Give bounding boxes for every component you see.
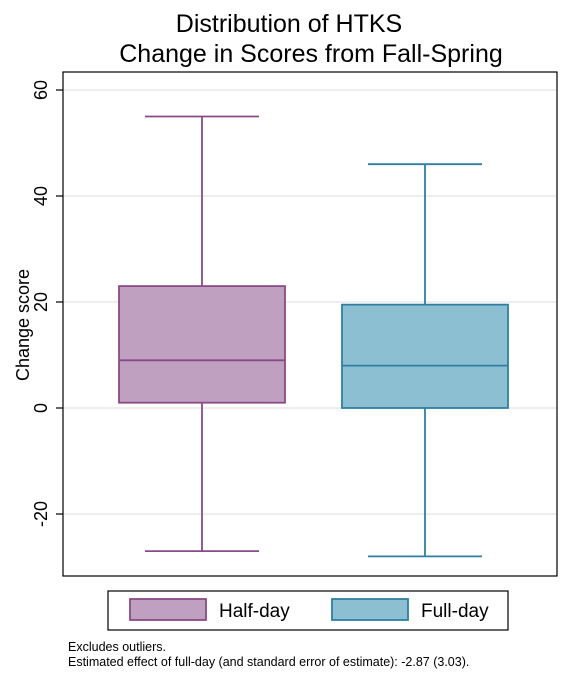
chart-notes: Excludes outliers. Estimated effect of f…: [68, 640, 469, 670]
note-estimated-effect: Estimated effect of full-day (and standa…: [68, 655, 470, 669]
plot-frame: [62, 71, 558, 577]
y-tick-label: 40: [31, 186, 51, 206]
legend-label-half-day: Half-day: [219, 601, 290, 622]
chart-title-line-1: Distribution of HTKS: [176, 10, 402, 38]
legend: Half-day Full-day: [129, 598, 489, 622]
interquartile-box: [341, 303, 509, 409]
legend-swatch-half-day: [129, 598, 207, 621]
box-full-day: [341, 163, 509, 558]
y-tick-label: 20: [31, 292, 51, 312]
y-axis-label: Change score: [13, 269, 33, 381]
legend-box: [107, 590, 509, 631]
y-axis-ticks: -20 0 20 40 60: [31, 80, 63, 527]
legend-swatch-full-day: [331, 598, 409, 621]
y-tick-label: 0: [31, 403, 51, 413]
box-half-day: [118, 115, 286, 552]
y-tick-label: -20: [31, 501, 51, 527]
chart-title-line-2: Change in Scores from Fall-Spring: [119, 40, 503, 68]
legend-label-full-day: Full-day: [421, 601, 489, 622]
y-tick-label: 60: [31, 80, 51, 100]
box-series: [118, 115, 509, 558]
interquartile-box: [118, 285, 286, 404]
note-outliers: Excludes outliers.: [68, 640, 166, 654]
